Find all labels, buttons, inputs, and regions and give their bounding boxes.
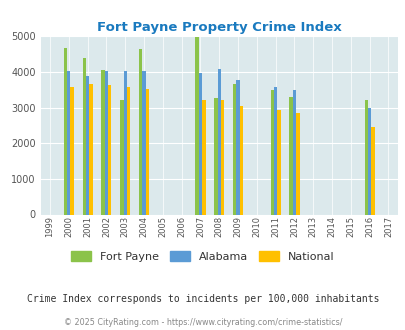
Bar [236,80,239,214]
Bar [108,85,111,214]
Bar [82,58,86,214]
Bar [217,69,220,215]
Bar [89,84,92,214]
Title: Fort Payne Property Crime Index: Fort Payne Property Crime Index [97,21,341,34]
Bar [127,86,130,214]
Bar [213,98,217,214]
Bar [67,71,70,215]
Bar [295,113,299,214]
Bar [120,100,123,214]
Bar [220,100,224,214]
Bar [198,73,202,215]
Bar [139,49,142,214]
Bar [123,71,127,215]
Bar [273,87,277,214]
Bar [277,110,280,214]
Bar [364,100,367,214]
Text: Crime Index corresponds to incidents per 100,000 inhabitants: Crime Index corresponds to incidents per… [27,294,378,304]
Text: © 2025 CityRating.com - https://www.cityrating.com/crime-statistics/: © 2025 CityRating.com - https://www.city… [64,318,341,327]
Legend: Fort Payne, Alabama, National: Fort Payne, Alabama, National [66,247,339,267]
Bar [232,84,236,214]
Bar [101,70,104,214]
Bar [195,37,198,214]
Bar [70,86,74,214]
Bar [289,97,292,214]
Bar [239,106,243,214]
Bar [367,108,371,214]
Bar [270,90,273,214]
Bar [202,100,205,214]
Bar [104,71,108,215]
Bar [64,49,67,214]
Bar [292,90,295,214]
Bar [142,71,145,215]
Bar [145,89,149,214]
Bar [86,76,89,215]
Bar [371,127,374,214]
